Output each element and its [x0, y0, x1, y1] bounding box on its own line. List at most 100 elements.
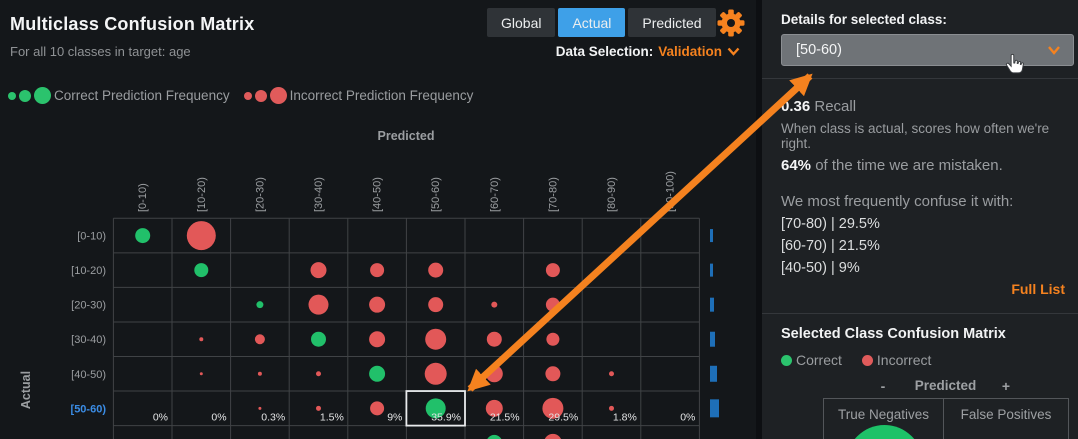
- row-label: [20-30): [71, 300, 106, 312]
- recall-description: When class is actual, scores how often w…: [781, 121, 1050, 151]
- row-label: [40-50): [71, 369, 106, 381]
- selected-class-confusion-table: True Negatives False Positives: [823, 398, 1069, 439]
- frequency-legend: Correct Prediction Frequency Incorrect P…: [8, 87, 473, 104]
- row-percentage: 1.5%: [320, 412, 344, 424]
- col-label: [30-40): [313, 177, 325, 212]
- correct-dot-small-icon: [8, 91, 16, 100]
- confusion-item: [70-80) | 29.5%: [781, 216, 880, 232]
- confusion-item: [60-70) | 21.5%: [781, 238, 880, 254]
- matrix-pane: Multiclass Confusion Matrix For all 10 c…: [0, 8, 756, 439]
- row-percentage: 0%: [153, 412, 168, 424]
- correct-bubble: [194, 263, 209, 278]
- data-selection-control[interactable]: Data Selection: Validation: [556, 44, 740, 59]
- recall-metric: 0.36 Recall: [781, 98, 856, 115]
- data-selection-label: Data Selection:: [555, 44, 654, 59]
- confusion-matrix-chart[interactable]: Predicted Actual [0-10) [10-20) [20-30) [30-4…: [0, 120, 756, 439]
- incorrect-bubble: [369, 331, 386, 348]
- incorrect-bubble: [316, 371, 321, 377]
- page-title: Multiclass Confusion Matrix: [10, 14, 255, 34]
- col-label: [40-50): [372, 177, 384, 212]
- row-percentage: 0.3%: [261, 412, 285, 424]
- row-label: [0-10): [77, 231, 106, 243]
- divider: [762, 313, 1078, 314]
- predicted-axis-label: Predicted: [914, 378, 977, 393]
- confusion-item: [40-50) | 9%: [781, 260, 860, 276]
- col-label: [50-60): [430, 177, 442, 212]
- row-percentage: 9%: [387, 412, 402, 424]
- incorrect-dot-large-icon: [269, 87, 287, 104]
- confuse-heading: We most frequently confuse it with:: [781, 193, 1014, 210]
- correct-frequency-legend: Correct Prediction Frequency: [8, 87, 230, 104]
- incorrect-bubble: [609, 405, 614, 411]
- incorrect-bubble: [369, 296, 386, 313]
- predicted-axis-title: Predicted: [378, 129, 435, 143]
- col-label: [80-90): [606, 177, 618, 212]
- class-select-dropdown[interactable]: [50-60): [781, 34, 1074, 66]
- col-label: [90-100): [665, 171, 677, 212]
- false-positives-cell: False Positives: [960, 407, 1052, 422]
- row-percentage: 0%: [211, 412, 226, 424]
- incorrect-bubble: [491, 301, 498, 308]
- scm-correct-label: Correct: [796, 352, 842, 368]
- details-panel: Details for selected class: [50-60) 0.36…: [762, 0, 1078, 439]
- incorrect-bubble: [370, 401, 385, 416]
- selected-class-matrix-legend: Correct Incorrect: [781, 352, 931, 368]
- divider: [762, 78, 1078, 79]
- row-total-bar: [710, 229, 713, 243]
- full-list-link[interactable]: Full List: [1011, 281, 1065, 297]
- selected-class-matrix-title: Selected Class Confusion Matrix: [781, 326, 1006, 342]
- col-label: [10-20): [196, 177, 208, 212]
- row-label: [30-40): [71, 334, 106, 346]
- col-label: [70-80): [547, 177, 559, 212]
- correct-bubble: [256, 301, 264, 309]
- gear-icon: [717, 9, 745, 37]
- row-total-bar: [710, 331, 715, 347]
- row-label-selected: [50-60): [71, 403, 107, 415]
- incorrect-dot-medium-icon: [254, 89, 267, 102]
- incorrect-bubble: [199, 337, 204, 342]
- settings-button[interactable]: [716, 8, 746, 38]
- row-total-bar: [710, 365, 717, 382]
- row-percentage: 1.8%: [613, 412, 637, 424]
- incorrect-bubble: [542, 397, 564, 419]
- incorrect-legend-label: Incorrect Prediction Frequency: [289, 88, 474, 103]
- incorrect-bubble: [308, 294, 329, 315]
- incorrect-bubble: [310, 262, 327, 279]
- correct-dot-large-icon: [34, 87, 51, 104]
- tab-predicted[interactable]: Predicted: [628, 8, 716, 37]
- incorrect-bubble: [609, 371, 614, 377]
- correct-bubble: [487, 434, 502, 439]
- chevron-down-icon: [1048, 46, 1060, 55]
- row-percentage: 0%: [680, 412, 695, 424]
- incorrect-bubble: [545, 263, 560, 278]
- correct-bubble: [311, 331, 326, 347]
- col-label: [60-70): [489, 177, 501, 212]
- row-percentage: 29.5%: [548, 412, 578, 424]
- incorrect-bubble: [186, 221, 216, 251]
- incorrect-bubble: [424, 362, 447, 385]
- actual-axis-title: Actual: [19, 371, 33, 409]
- selected-cell-outline: [405, 390, 466, 427]
- incorrect-bubble: [545, 297, 560, 312]
- correct-dot-icon: [781, 354, 792, 366]
- tab-actual[interactable]: Actual: [558, 8, 626, 37]
- row-percentage: 21.5%: [490, 412, 520, 424]
- incorrect-bubble: [428, 262, 444, 278]
- incorrect-bubble: [486, 331, 502, 347]
- correct-bubble: [369, 365, 386, 382]
- row-label: [10-20): [71, 265, 106, 277]
- data-selection-value: Validation: [658, 44, 722, 59]
- page-subtitle: For all 10 classes in target: age: [10, 44, 191, 59]
- incorrect-bubble: [544, 433, 562, 439]
- incorrect-bubble: [425, 328, 447, 350]
- row-total-bar: [710, 263, 713, 277]
- incorrect-bubble: [546, 332, 560, 346]
- row-total-bar: [710, 399, 719, 418]
- class-select-value: [50-60): [796, 42, 842, 58]
- mistaken-text: of the time we are mistaken.: [815, 157, 1003, 174]
- recall-label: Recall: [814, 98, 857, 115]
- incorrect-bubble: [485, 399, 503, 417]
- incorrect-frequency-legend: Incorrect Prediction Frequency: [243, 87, 474, 104]
- tab-global[interactable]: Global: [487, 8, 556, 37]
- correct-bubble: [135, 228, 151, 244]
